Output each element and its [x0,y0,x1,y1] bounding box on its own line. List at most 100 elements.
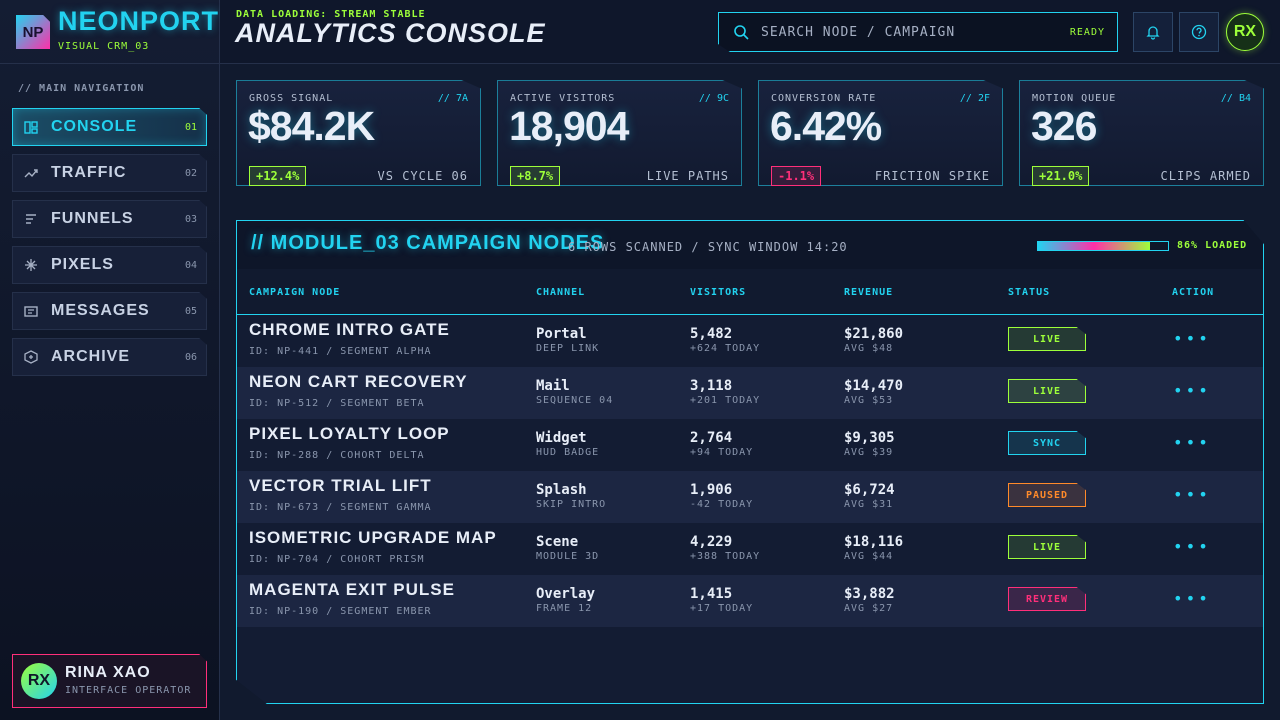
nav-item[interactable]: MESSAGES 05 [12,292,207,330]
visitors: 5,482 [690,326,733,342]
channel: Mail [536,378,570,394]
channel: Widget [536,430,587,446]
campaign-name: NEON CART RECOVERY [249,372,468,391]
visitors: 2,764 [690,430,733,446]
module-title: // MODULE_03 CAMPAIGN NODES [251,232,605,254]
revenue: $18,116 [844,534,904,550]
notifications-button[interactable] [1133,12,1173,52]
search-placeholder: SEARCH NODE / CAMPAIGN [761,24,956,40]
nav-heading: // MAIN NAVIGATION [18,83,145,94]
kpi-note: LIVE PATHS [646,169,729,183]
kpi-value: 326 [1031,103,1097,149]
kpi-code: // B4 [1220,93,1251,104]
channel-sub: HUD BADGE [536,447,600,458]
campaign-id: ID: NP-673 / SEGMENT GAMMA [249,502,432,513]
channel: Portal [536,326,587,342]
visitors: 1,415 [690,586,733,602]
row-actions[interactable]: ••• [1173,589,1211,608]
table-row[interactable]: PIXEL LOYALTY LOOP ID: NP-288 / COHORT DE… [237,419,1263,471]
column-header: CHANNEL [536,287,586,298]
nav-item[interactable]: PIXELS 04 [12,246,207,284]
channel-sub: DEEP LINK [536,343,600,354]
channel: Splash [536,482,587,498]
nav-number: 04 [184,259,197,271]
row-actions[interactable]: ••• [1173,433,1211,452]
nav-item[interactable]: FUNNELS 03 [12,200,207,238]
campaign-name: CHROME INTRO GATE [249,320,450,339]
kpi-card: ACTIVE VISITORS // 9C 18,904 +8.7% LIVE PATH… [497,80,742,186]
nav-icon [24,306,38,317]
help-icon [1191,24,1207,40]
channel-sub: FRAME 12 [536,603,593,614]
brand-sub: VISUAL CRM_03 [58,41,150,52]
nav-label: PIXELS [51,256,114,273]
campaign-name: MAGENTA EXIT PULSE [249,580,455,599]
nav-item[interactable]: TRAFFIC 02 [12,154,207,192]
kpi-value: 18,904 [509,103,629,149]
kpi-value: 6.42% [770,103,882,149]
visitors: 4,229 [690,534,733,550]
nav-label: CONSOLE [51,118,138,135]
nav-number: 03 [184,213,197,225]
campaign-module: // MODULE_03 CAMPAIGN NODES 6 ROWS SCANN… [236,220,1264,704]
user-role: INTERFACE OPERATOR [65,685,192,696]
kpi-delta: +8.7% [510,166,561,186]
kpi-note: FRICTION SPIKE [874,169,990,183]
channel-sub: MODULE 3D [536,551,600,562]
row-actions[interactable]: ••• [1173,329,1211,348]
brand: NP NEONPORT VISUAL CRM_03 [0,0,219,64]
row-actions[interactable]: ••• [1173,381,1211,400]
channel-sub: SEQUENCE 04 [536,395,614,406]
status-badge: LIVE [1008,535,1086,559]
visitors-sub: +94 TODAY [690,447,754,458]
status-badge: SYNC [1008,431,1086,455]
table-body: CHROME INTRO GATE ID: NP-441 / SEGMENT AL… [237,315,1263,627]
revenue-sub: AVG $39 [844,447,894,458]
help-button[interactable] [1179,12,1219,52]
nav-number: 05 [184,305,197,317]
status-badge: REVIEW [1008,587,1086,611]
user-card[interactable]: RX RINA XAO INTERFACE OPERATOR [12,654,207,708]
table-row[interactable]: ISOMETRIC UPGRADE MAP ID: NP-704 / COHORT… [237,523,1263,575]
visitors-sub: +624 TODAY [690,343,761,354]
kpi-note: VS CYCLE 06 [377,169,468,183]
kpi-delta: +12.4% [249,166,307,186]
campaign-id: ID: NP-190 / SEGMENT EMBER [249,606,432,617]
visitors: 1,906 [690,482,733,498]
kpi-label: MOTION QUEUE [1032,93,1117,104]
load-status: DATA LOADING: STREAM STABLE [236,9,426,20]
sidebar: NP NEONPORT VISUAL CRM_03 // MAIN NAVIGA… [0,0,220,720]
column-header: VISITORS [690,287,747,298]
campaign-id: ID: NP-704 / COHORT PRISM [249,554,425,565]
kpi-code: // 9C [698,93,729,104]
revenue: $21,860 [844,326,904,342]
nav-number: 06 [184,351,197,363]
logo: NP [16,15,50,49]
nav-item[interactable]: ARCHIVE 06 [12,338,207,376]
nav-label: TRAFFIC [51,164,127,181]
progress-label: 86% LOADED [1177,240,1248,251]
row-actions[interactable]: ••• [1173,485,1211,504]
profile-avatar[interactable]: RX [1226,13,1264,51]
table-row[interactable]: VECTOR TRIAL LIFT ID: NP-673 / SEGMENT GA… [237,471,1263,523]
visitors-sub: +17 TODAY [690,603,754,614]
visitors-sub: +388 TODAY [690,551,761,562]
revenue: $14,470 [844,378,904,394]
column-header: CAMPAIGN NODE [249,287,341,298]
revenue-sub: AVG $31 [844,499,894,510]
channel: Overlay [536,586,596,602]
column-header: REVENUE [844,287,894,298]
kpi-delta: +21.0% [1032,166,1090,186]
table-row[interactable]: CHROME INTRO GATE ID: NP-441 / SEGMENT AL… [237,315,1263,367]
kpi-value: $84.2K [248,103,375,149]
table-row[interactable]: NEON CART RECOVERY ID: NP-512 / SEGMENT B… [237,367,1263,419]
nav-number: 02 [184,167,197,179]
kpi-note: CLIPS ARMED [1160,169,1251,183]
search-box[interactable]: SEARCH NODE / CAMPAIGN READY [718,12,1118,52]
nav-item[interactable]: CONSOLE 01 [12,108,207,146]
row-actions[interactable]: ••• [1173,537,1211,556]
page-title: ANALYTICS CONSOLE [235,18,546,48]
table-row[interactable]: MAGENTA EXIT PULSE ID: NP-190 / SEGMENT E… [237,575,1263,627]
